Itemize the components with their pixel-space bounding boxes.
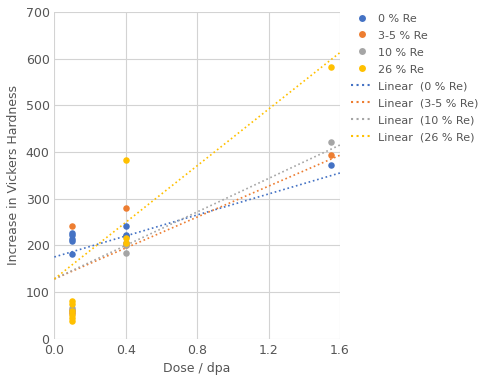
Point <box>68 251 76 257</box>
Legend: 0 % Re, 3-5 % Re, 10 % Re, 26 % Re, Linear  (0 % Re), Linear  (3-5 % Re), Linear: 0 % Re, 3-5 % Re, 10 % Re, 26 % Re, Line… <box>348 11 481 144</box>
Point <box>122 250 130 256</box>
Point <box>68 307 76 313</box>
Point <box>122 240 130 246</box>
Point <box>68 315 76 321</box>
Point <box>122 157 130 163</box>
Y-axis label: Increase in Vickers Hardness: Increase in Vickers Hardness <box>7 85 20 265</box>
Point <box>122 240 130 246</box>
Point <box>122 205 130 211</box>
Point <box>122 233 130 239</box>
Point <box>68 308 76 314</box>
Point <box>68 238 76 244</box>
Point <box>68 305 76 311</box>
X-axis label: Dose / dpa: Dose / dpa <box>164 362 231 375</box>
Point <box>68 236 76 242</box>
Point <box>122 223 130 229</box>
Point <box>68 298 76 304</box>
Point <box>122 232 130 238</box>
Point <box>68 232 76 238</box>
Point <box>68 310 76 316</box>
Point <box>68 318 76 324</box>
Point <box>122 242 130 248</box>
Point <box>327 139 335 145</box>
Point <box>68 223 76 229</box>
Point <box>68 301 76 307</box>
Point <box>68 308 76 314</box>
Point <box>327 152 335 158</box>
Point <box>122 240 130 246</box>
Point <box>122 242 130 248</box>
Point <box>327 63 335 70</box>
Point <box>68 312 76 318</box>
Point <box>122 235 130 241</box>
Point <box>327 162 335 168</box>
Point <box>68 230 76 236</box>
